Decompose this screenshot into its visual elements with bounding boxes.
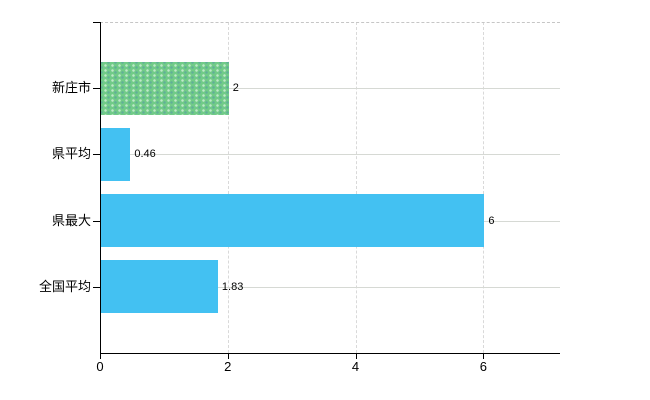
x-axis-tick-label: 6: [479, 359, 487, 374]
y-axis-tick-mark: [93, 220, 100, 222]
bar: [101, 61, 229, 115]
x-axis-tick-label: 0: [96, 359, 104, 374]
y-axis-line: [100, 22, 101, 354]
x-axis-tick-label: 4: [351, 359, 360, 374]
vertical-gridline: [355, 22, 357, 353]
x-axis-line: [100, 353, 560, 354]
bar-value-label: 0.46: [134, 148, 156, 161]
vertical-gridline: [227, 22, 229, 353]
plot-top-border: [100, 22, 560, 23]
bar-value-label: 6: [488, 214, 495, 227]
horizontal-gridline: [100, 154, 560, 156]
x-axis-tick-mark: [227, 353, 229, 359]
y-axis-top-tick-mark: [93, 22, 100, 23]
y-axis-tick-mark: [93, 286, 100, 288]
x-axis-tick-mark: [483, 353, 485, 359]
horizontal-gridline: [100, 88, 560, 90]
bar-value-label: 1.83: [221, 280, 244, 293]
y-axis-tick-mark: [93, 88, 100, 90]
x-axis-tick-mark: [355, 353, 357, 359]
category-label: 新庄市: [51, 80, 91, 96]
category-label: 県平均: [51, 146, 91, 162]
x-axis-tick-label: 2: [224, 359, 232, 374]
category-label: 全国平均: [38, 278, 91, 294]
y-axis-tick-mark: [93, 154, 100, 156]
horizontal-gridline: [100, 286, 560, 288]
vertical-gridline: [483, 22, 485, 353]
x-axis-tick-mark: [100, 353, 101, 359]
category-label: 県最大: [51, 212, 91, 228]
bar: [101, 194, 485, 248]
bar: [101, 127, 131, 181]
bar: [101, 260, 218, 314]
bar-value-label: 2: [232, 82, 239, 95]
